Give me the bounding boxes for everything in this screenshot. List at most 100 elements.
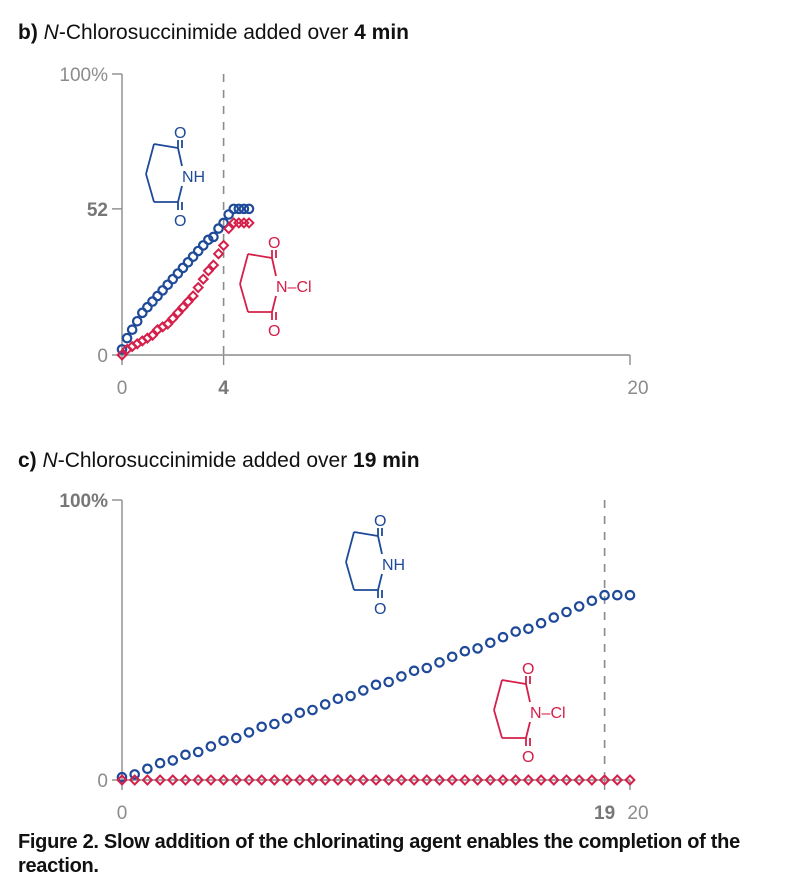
panel-b-succinimide-n-label: NH <box>182 169 205 186</box>
panel-c-reagent-point <box>154 774 166 786</box>
panel-b-x-tick-label: 0 <box>117 378 128 399</box>
panel-c-product-point <box>497 631 509 643</box>
panel-c-reagent-point <box>243 774 255 786</box>
panel-b-product-point <box>228 203 240 215</box>
panel-c-product-point <box>396 671 407 682</box>
panel-c-reagent-point <box>128 774 141 786</box>
panel-b-ncs-n-label: N–Cl <box>276 279 312 296</box>
panel-b-product-point <box>238 203 250 215</box>
panel-b-succinimide-o-top: O <box>174 125 186 142</box>
panel-c-product-point <box>281 713 293 724</box>
panel-c-reagent-point <box>268 774 281 786</box>
panel-c-product-point <box>446 651 458 663</box>
panel-c-product-point <box>408 665 420 677</box>
panel-b-product-point <box>208 231 219 243</box>
panel-c-product-point <box>599 589 610 601</box>
panel-b-succinimide-structure: O O NH <box>145 125 205 230</box>
panel-b-reagent-point <box>202 264 215 277</box>
panel-c-product-point <box>319 699 331 710</box>
panel-c-product-point <box>421 662 433 674</box>
panel-b-product-point <box>121 332 133 344</box>
panel-b-label: b) <box>18 21 38 44</box>
panel-c-reagent-point <box>395 774 408 786</box>
panel-c-reagent-point <box>611 774 624 786</box>
panel-c-reagent-point <box>560 774 573 786</box>
panel-c-product-point <box>205 741 217 752</box>
panel-b-reagent-point <box>217 239 230 252</box>
panel-c-reagent-point <box>586 774 598 786</box>
panel-c-reagent-point <box>547 774 560 786</box>
panel-c-reagent-point <box>192 774 205 786</box>
panel-c-ncs-o-bottom: O <box>522 749 534 766</box>
panel-b-reagent-point <box>146 329 159 342</box>
panel-c-reagent-point <box>179 774 192 786</box>
panel-c-product-point <box>129 769 140 780</box>
panel-b-y-tick-label: 100% <box>59 65 108 86</box>
panel-b-reagent-point <box>207 259 220 271</box>
panel-c-x-tick-label: 19 <box>594 803 615 824</box>
panel-b-y-tick-label: 52 <box>87 200 108 221</box>
panel-b-duration: 4 min <box>354 21 410 44</box>
panel-c-x-tick-label: 0 <box>117 803 128 824</box>
panel-c-product-point <box>218 735 229 747</box>
panel-b-reagent-point <box>166 312 179 325</box>
panel-c-reagent-point <box>344 774 357 786</box>
panel-c-product-point <box>332 693 344 705</box>
panel-b-reagent-point <box>172 307 184 319</box>
panel-c-reagent-prefix: N <box>42 449 58 472</box>
panel-b-reagent-point <box>116 349 128 361</box>
panel-c-product-point <box>370 679 382 691</box>
panel-c-reagent-point <box>319 774 332 786</box>
panel-b-title-text: -Chlorosuccinimide added over <box>58 21 355 44</box>
panel-c-reagent-point <box>509 774 522 786</box>
panel-b-reagent-point <box>192 281 205 294</box>
panel-b-product-point <box>116 344 128 355</box>
panel-c-title: c) N-Chlorosuccinimide added over 19 min <box>18 449 420 473</box>
panel-c-reagent-point <box>116 774 128 786</box>
panel-c-product-point <box>548 612 560 623</box>
panel-c-product-point <box>561 606 572 618</box>
panel-c-product-point <box>510 626 521 637</box>
panel-b-product-point <box>243 203 255 215</box>
panel-b-reagent-prefix: N <box>43 21 59 44</box>
panel-c-product-point <box>231 732 242 744</box>
panel-b-reagent-point <box>222 222 235 235</box>
panel-c-product-point <box>256 721 267 733</box>
panel-b-x-tick-label: 4 <box>218 378 229 399</box>
panel-b-ncs-o-top: O <box>268 235 280 252</box>
panel-c-reagent-point <box>370 774 382 786</box>
panel-c-reagent-point <box>255 774 268 786</box>
panel-b-product-point <box>233 203 245 215</box>
panel-c-product-point <box>624 589 636 601</box>
panel-c-product-point <box>459 645 471 657</box>
panel-c-reagent-point <box>484 774 497 786</box>
panel-c-reagent-point <box>306 774 319 786</box>
panel-c-succinimide-o-bottom: O <box>374 601 386 618</box>
panel-c-reagent-point <box>471 774 484 786</box>
panel-c-product-point <box>192 746 204 758</box>
panel-c-reagent-point <box>382 774 395 786</box>
panel-b-reagent-point <box>187 290 199 302</box>
panel-c-product-point <box>472 643 483 654</box>
panel-b-product-point <box>131 315 143 327</box>
panel-c-ncs-structure: O O N–Cl <box>493 661 566 766</box>
panel-c-product-point <box>294 707 306 719</box>
panel-b-ncs-o-bottom: O <box>268 323 280 340</box>
panel-c-x-tick-label: 20 <box>627 803 648 824</box>
panel-c-product-point <box>269 718 280 730</box>
panel-c-label: c) <box>18 449 37 472</box>
panel-c-product-point <box>573 601 585 612</box>
panel-c-reagent-point <box>281 774 293 786</box>
panel-c-ncs-n-label: N–Cl <box>530 705 566 722</box>
panel-c-title-text: -Chlorosuccinimide added over <box>57 449 354 472</box>
panel-c-reagent-point <box>357 774 370 786</box>
panel-c-reagent-point <box>497 774 509 786</box>
panel-c-reagent-point <box>217 774 230 786</box>
panel-c-reagent-point <box>535 774 547 786</box>
panel-b-product-point <box>126 324 138 336</box>
panel-c-reagent-point <box>598 774 611 786</box>
panel-c-y-tick-label: 0 <box>97 771 108 792</box>
panel-c-product-point <box>434 657 445 668</box>
panel-b-x-tick-label: 20 <box>627 378 648 399</box>
panel-c-product-point <box>484 637 496 649</box>
